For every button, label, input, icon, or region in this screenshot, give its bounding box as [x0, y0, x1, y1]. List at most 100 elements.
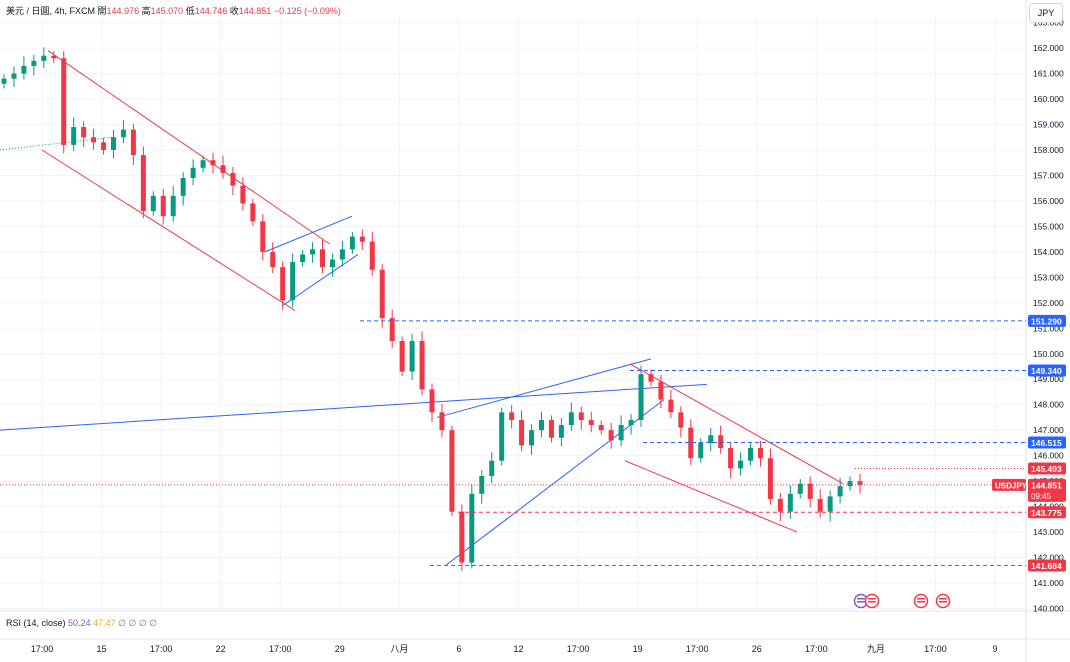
candle-body[interactable]: [61, 58, 67, 145]
candle-body[interactable]: [449, 430, 455, 512]
time-axis[interactable]: 17:00 15 17:00 22 17:00 29 八月 6 12 17:00 19 17:00 26…: [31, 644, 998, 654]
candle-body[interactable]: [369, 241, 375, 270]
candle-body[interactable]: [708, 435, 714, 443]
candle-body[interactable]: [767, 458, 773, 499]
candle-body[interactable]: [837, 486, 843, 497]
trend-line[interactable]: [264, 215, 353, 253]
candle-body[interactable]: [588, 419, 594, 426]
candle-body[interactable]: [349, 236, 355, 250]
candle-body[interactable]: [807, 483, 813, 499]
rsi-legend[interactable]: RSI (14, close) 50.24 47.47 ∅ ∅ ∅ ∅: [6, 618, 157, 629]
candle-body[interactable]: [11, 73, 17, 79]
candle-body[interactable]: [797, 483, 803, 494]
candle-body[interactable]: [200, 160, 206, 168]
candle-body[interactable]: [240, 185, 246, 204]
candle-body[interactable]: [479, 476, 485, 494]
candle-body[interactable]: [459, 511, 465, 563]
candle-body[interactable]: [389, 318, 395, 342]
candle-body[interactable]: [81, 127, 87, 138]
candle-body[interactable]: [558, 425, 564, 438]
candle-body[interactable]: [91, 137, 97, 143]
candle-body[interactable]: [698, 442, 704, 459]
candle-body[interactable]: [439, 412, 445, 431]
candle-body[interactable]: [300, 254, 306, 263]
candle-body[interactable]: [71, 127, 77, 145]
trend-line[interactable]: [436, 358, 652, 418]
candle-body[interactable]: [538, 419, 544, 431]
candle-body[interactable]: [618, 425, 624, 441]
candle-body[interactable]: [310, 249, 316, 255]
candle-body[interactable]: [608, 430, 614, 441]
candle-series[interactable]: [1, 47, 863, 572]
trend-drawings[interactable]: [0, 50, 844, 566]
candle-body[interactable]: [101, 142, 107, 150]
candle-body[interactable]: [51, 55, 57, 59]
candle-body[interactable]: [220, 165, 226, 173]
candle-body[interactable]: [170, 195, 176, 217]
trend-line[interactable]: [282, 254, 359, 306]
candle-body[interactable]: [787, 493, 793, 512]
candle-body[interactable]: [419, 341, 425, 390]
candle-body[interactable]: [290, 262, 296, 301]
candle-body[interactable]: [110, 137, 116, 150]
horizontal-levels[interactable]: [0, 320, 1026, 567]
candle-body[interactable]: [529, 430, 535, 446]
trend-line[interactable]: [0, 383, 708, 431]
event-icons[interactable]: [853, 593, 951, 609]
candle-body[interactable]: [678, 412, 684, 428]
candle-body[interactable]: [250, 203, 256, 222]
candle-body[interactable]: [359, 236, 365, 242]
candle-body[interactable]: [31, 60, 37, 66]
trend-line[interactable]: [445, 399, 665, 566]
candle-body[interactable]: [509, 412, 515, 420]
candle-body[interactable]: [548, 419, 554, 438]
candle-body[interactable]: [688, 427, 694, 459]
candle-body[interactable]: [230, 172, 236, 186]
candle-body[interactable]: [598, 425, 604, 431]
candle-body[interactable]: [120, 129, 126, 138]
candle-body[interactable]: [21, 65, 27, 74]
candle-body[interactable]: [578, 412, 584, 420]
candle-body[interactable]: [757, 447, 763, 459]
candle-body[interactable]: [270, 251, 276, 268]
candle-body[interactable]: [469, 493, 475, 563]
candle-body[interactable]: [489, 460, 495, 477]
candle-body[interactable]: [827, 496, 833, 512]
trend-line[interactable]: [41, 149, 296, 311]
candle-body[interactable]: [190, 167, 196, 179]
candle-body[interactable]: [568, 412, 574, 426]
candle-body[interactable]: [847, 481, 853, 487]
candle-body[interactable]: [320, 249, 326, 268]
currency-button[interactable]: JPY: [1029, 3, 1063, 23]
candle-body[interactable]: [409, 341, 415, 372]
candle-body[interactable]: [638, 374, 644, 420]
candle-body[interactable]: [1, 78, 7, 84]
candle-body[interactable]: [379, 269, 385, 319]
candle-body[interactable]: [777, 498, 783, 512]
candle-body[interactable]: [857, 481, 863, 485]
candle-body[interactable]: [329, 259, 335, 268]
candle-body[interactable]: [280, 267, 286, 301]
candle-body[interactable]: [210, 160, 216, 166]
candle-body[interactable]: [180, 178, 186, 196]
trend-line[interactable]: [624, 460, 798, 533]
candle-body[interactable]: [728, 447, 734, 469]
candle-body[interactable]: [130, 129, 136, 156]
candle-body[interactable]: [817, 498, 823, 512]
candle-body[interactable]: [738, 460, 744, 469]
candle-body[interactable]: [41, 55, 47, 61]
price-axis[interactable]: 140.000141.000142.000143.000144.000145.0…: [992, 18, 1066, 614]
trend-line[interactable]: [629, 363, 844, 485]
candle-body[interactable]: [499, 412, 505, 461]
candle-body[interactable]: [648, 374, 654, 382]
candle-body[interactable]: [718, 435, 724, 448]
candle-body[interactable]: [628, 419, 634, 426]
candle-body[interactable]: [748, 447, 754, 461]
candle-body[interactable]: [150, 195, 156, 212]
trend-line[interactable]: [47, 50, 331, 245]
candle-body[interactable]: [519, 419, 525, 446]
candle-body[interactable]: [399, 341, 405, 372]
candle-body[interactable]: [668, 399, 674, 413]
candle-body[interactable]: [339, 249, 345, 260]
